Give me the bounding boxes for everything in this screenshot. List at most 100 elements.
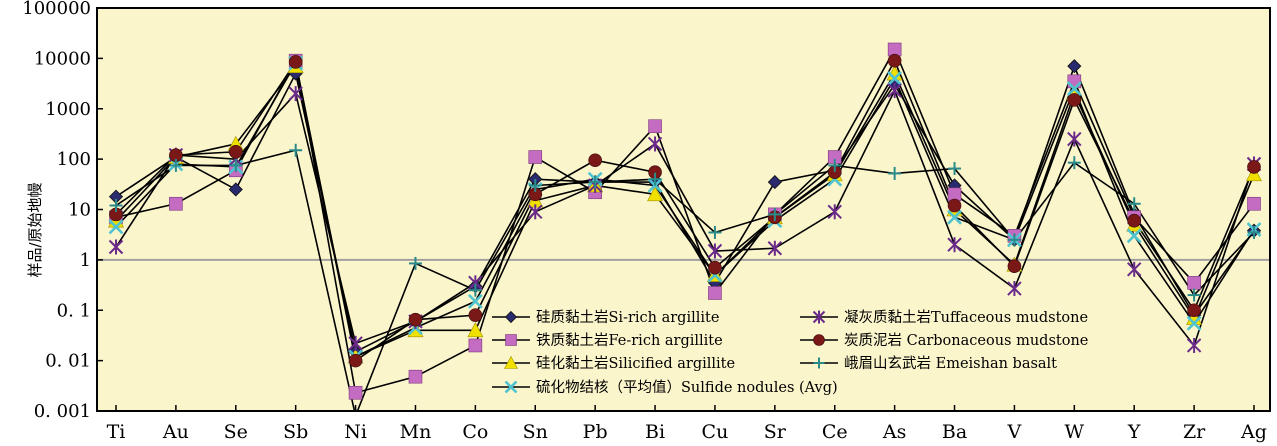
data-point [528, 150, 543, 164]
x-tick-label: Y [1127, 421, 1141, 443]
data-point [647, 186, 664, 202]
x-tick-label: Ti [107, 421, 126, 443]
data-point [827, 204, 842, 220]
data-point [708, 225, 722, 239]
data-point [1127, 197, 1141, 211]
data-point [169, 196, 183, 211]
data-point [528, 204, 543, 220]
legend-marker [505, 334, 517, 346]
marker-layer [107, 42, 1263, 411]
data-point [1007, 281, 1022, 297]
data-point [1187, 276, 1201, 290]
x-tick-label: Bi [645, 421, 665, 443]
data-point [648, 172, 662, 186]
series-line-5 [115, 58, 1255, 362]
data-point [887, 71, 903, 86]
data-point [109, 199, 123, 213]
data-point [1066, 81, 1082, 97]
data-point [468, 338, 483, 353]
legend-item: 峨眉山玄武岩 Emeishan basalt [800, 355, 1057, 372]
data-point [288, 55, 303, 69]
data-point [1187, 288, 1201, 302]
data-point [468, 308, 483, 322]
x-tick-label: Au [162, 421, 189, 443]
x-tick-label: Ce [822, 421, 848, 443]
data-point [467, 293, 483, 309]
data-point [947, 209, 962, 225]
legend-marker [813, 334, 825, 346]
data-point [887, 83, 902, 99]
data-point [288, 86, 303, 102]
data-point [588, 175, 602, 189]
y-axis-label: 样品/原始地幔 [26, 182, 44, 277]
data-point [348, 353, 363, 368]
data-point [648, 119, 662, 134]
data-point [1187, 303, 1201, 318]
legend: 硅质黏土岩Si-rich argillite 铁质黏土岩Fe-rich argil… [492, 309, 1088, 396]
x-tick-label: Zr [1183, 421, 1206, 443]
x-tick-label: V [1007, 421, 1022, 443]
data-point [828, 158, 842, 172]
data-point [1247, 160, 1261, 174]
legend-item: 凝灰质黏土岩Tuffaceous mudstone [800, 309, 1088, 326]
y-tick-label: 100 [57, 149, 91, 170]
y-tick-label: 100000 [22, 0, 91, 19]
data-point [1127, 261, 1142, 277]
data-point [348, 385, 363, 400]
data-point [707, 243, 723, 259]
data-point [1186, 337, 1202, 353]
series-line-4 [115, 88, 1255, 348]
data-point [408, 256, 422, 270]
legend-label: 硫化物结核（平均值）Sulfide nodules (Avg) [536, 379, 838, 396]
plot-background [97, 8, 1270, 411]
y-tick-label: 10000 [34, 48, 91, 69]
data-point [467, 322, 484, 338]
x-tick-label: Sb [283, 421, 308, 443]
data-point [1186, 315, 1202, 331]
x-tick-label: Cu [702, 421, 729, 443]
series-line-6 [115, 149, 1255, 411]
data-point [108, 239, 124, 255]
y-tick-label: 10 [68, 200, 91, 221]
legend-marker [812, 310, 826, 324]
y-axis: 0. 001 0. 01 0. 1 1 10 100 1000 10000 100000 [22, 0, 103, 422]
legend-marker [504, 310, 518, 324]
x-tick-label: Co [462, 421, 488, 443]
data-point [1247, 196, 1261, 211]
data-point [408, 369, 423, 384]
x-tick-label: Se [224, 421, 248, 443]
data-point [1247, 225, 1261, 239]
data-point [708, 260, 722, 275]
data-point [408, 312, 423, 327]
y-tick-label: 1 [80, 250, 91, 271]
data-point [1007, 233, 1021, 247]
legend-label: 硅化黏土岩Silicified argillite [536, 355, 735, 372]
legend-label: 峨眉山玄武岩 Emeishan basalt [844, 355, 1057, 372]
data-point [948, 162, 962, 176]
x-tick-label: Pb [583, 421, 608, 443]
y-tick-label: 0. 001 [34, 401, 91, 422]
x-tick-label: Ni [344, 421, 367, 443]
data-point [108, 219, 124, 235]
legend-item: 硅化黏土岩Silicified argillite [492, 355, 735, 372]
legend-label: 凝灰质黏土岩Tuffaceous mudstone [844, 309, 1088, 326]
data-point [647, 136, 663, 152]
legend-item: 硫化物结核（平均值）Sulfide nodules (Avg) [492, 379, 838, 396]
legend-item: 炭质泥岩 Carbonaceous mudstone [800, 332, 1088, 349]
y-tick-label: 0. 01 [45, 351, 91, 372]
x-tick-label: Sn [523, 421, 548, 443]
legend-label: 铁质黏土岩Fe-rich argillite [536, 332, 723, 349]
data-point [1245, 166, 1263, 182]
x-tick-label: Mn [400, 421, 432, 443]
data-point [1067, 59, 1082, 74]
series-layer [115, 47, 1255, 411]
x-tick-label: W [1065, 421, 1085, 443]
data-point [588, 153, 602, 168]
data-point [767, 175, 782, 190]
x-tick-label: Sr [764, 421, 787, 443]
x-tick-label: As [882, 421, 906, 443]
data-point [1007, 259, 1022, 273]
data-point [767, 240, 783, 256]
data-point [947, 237, 962, 253]
data-point [1126, 228, 1142, 244]
